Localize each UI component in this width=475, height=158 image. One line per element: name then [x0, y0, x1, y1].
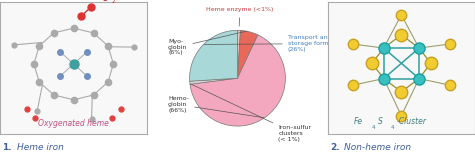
Wedge shape: [190, 78, 238, 84]
Text: S: S: [378, 117, 383, 126]
Wedge shape: [190, 30, 238, 81]
Wedge shape: [238, 30, 258, 78]
Text: O: O: [102, 0, 108, 3]
Text: 4: 4: [372, 125, 375, 130]
Wedge shape: [238, 30, 240, 78]
Text: -Cluster: -Cluster: [397, 117, 427, 126]
Wedge shape: [190, 35, 285, 126]
Text: Myo-
globin
(6%): Myo- globin (6%): [168, 31, 247, 55]
Text: Oxygenated heme: Oxygenated heme: [38, 119, 109, 128]
Text: Iron–sulfur
clusters
(< 1%): Iron–sulfur clusters (< 1%): [191, 84, 311, 142]
Text: Heme enzyme (<1%): Heme enzyme (<1%): [206, 7, 274, 26]
Text: Transport and
storage forms
(26%): Transport and storage forms (26%): [204, 35, 332, 52]
Text: Non-heme iron: Non-heme iron: [344, 143, 411, 152]
Text: 1.: 1.: [2, 143, 12, 152]
Text: 2: 2: [111, 0, 114, 4]
Text: Hemo-
globin
(66%): Hemo- globin (66%): [168, 96, 264, 118]
Text: 2.: 2.: [330, 143, 340, 152]
Text: 4: 4: [391, 125, 395, 130]
Text: Heme iron: Heme iron: [17, 143, 64, 152]
Text: Fe: Fe: [354, 117, 363, 126]
